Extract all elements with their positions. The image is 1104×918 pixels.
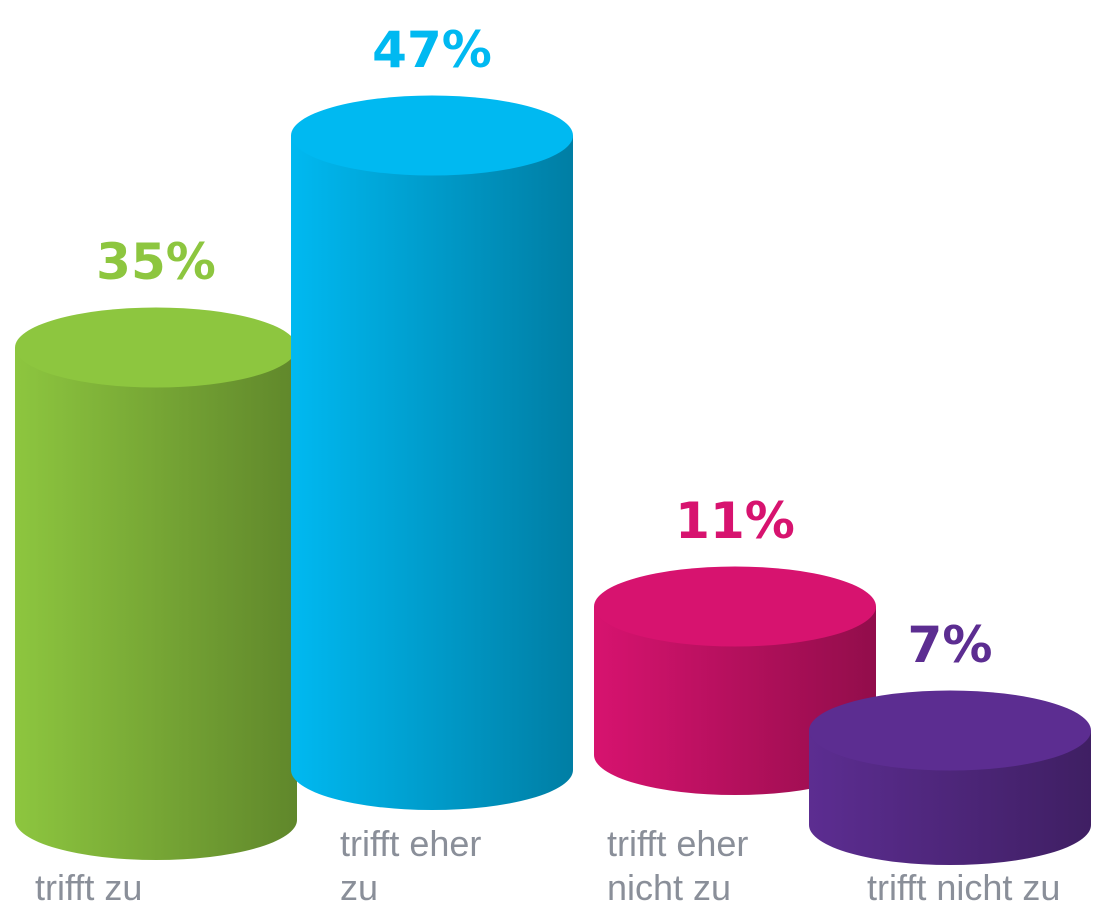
value-label: 11% (675, 492, 795, 550)
value-label: 35% (96, 233, 216, 291)
cylinder-body (291, 135, 573, 810)
category-label: trifft eher nicht zu (607, 823, 749, 908)
cylinder-body (15, 347, 297, 860)
cylinder-top (594, 566, 876, 647)
cylinder-top (809, 690, 1091, 771)
category-label: trifft eher zu (340, 823, 482, 908)
category-label: trifft nicht zu (867, 867, 1061, 908)
cylinder-top (15, 307, 297, 388)
value-label: 47% (372, 21, 492, 79)
cylinder-body (594, 606, 876, 795)
value-label: 7% (908, 616, 993, 674)
cylinder-top (291, 95, 573, 176)
category-label: trifft zu (35, 867, 143, 908)
